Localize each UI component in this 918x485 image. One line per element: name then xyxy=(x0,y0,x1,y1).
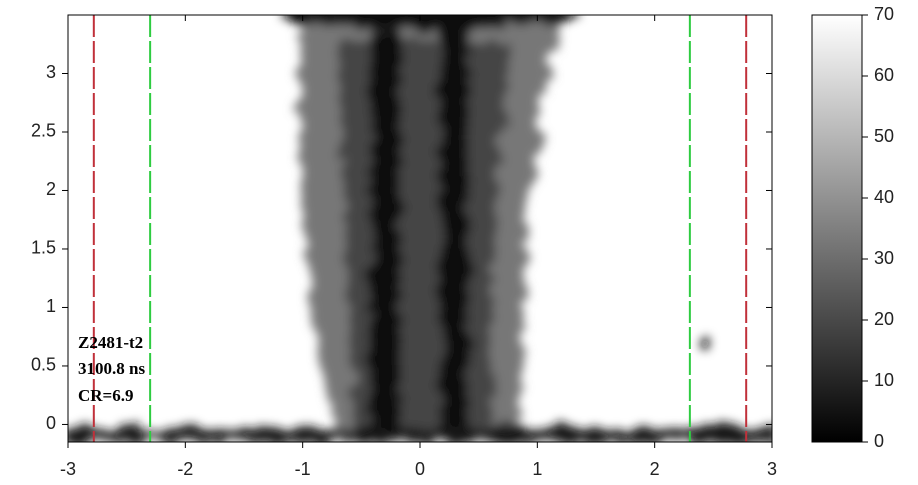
y-tick-label: 0.5 xyxy=(31,355,56,375)
y-tick-label: 2 xyxy=(46,179,56,199)
colorbar-tick-label: 20 xyxy=(874,309,894,329)
colorbar-tick-label: 30 xyxy=(874,248,894,268)
x-tick-label: 1 xyxy=(532,459,542,479)
x-tick-label: -3 xyxy=(60,459,76,479)
colorbar-tick-label: 50 xyxy=(874,126,894,146)
y-tick-label: 1.5 xyxy=(31,238,56,258)
y-tick-label: 0 xyxy=(46,413,56,433)
x-tick-label: -1 xyxy=(295,459,311,479)
y-tick-label: 1 xyxy=(46,296,56,316)
x-tick-label: 3 xyxy=(767,459,777,479)
y-tick-label: 2.5 xyxy=(31,121,56,141)
x-tick-label: -2 xyxy=(177,459,193,479)
colorbar-tick-label: 10 xyxy=(874,370,894,390)
colorbar-tick-label: 40 xyxy=(874,187,894,207)
radiograph xyxy=(68,15,772,442)
y-tick-label: 3 xyxy=(46,62,56,82)
x-tick-label: 0 xyxy=(415,459,425,479)
annotation: 3100.8 ns xyxy=(78,359,145,378)
annotation: CR=6.9 xyxy=(78,386,134,405)
colorbar-tick-label: 0 xyxy=(874,431,884,451)
annotation: Z2481-t2 xyxy=(78,333,143,352)
colorbar-tick-label: 70 xyxy=(874,4,894,24)
colorbar xyxy=(811,14,863,443)
x-tick-label: 2 xyxy=(650,459,660,479)
colorbar-tick-label: 60 xyxy=(874,65,894,85)
